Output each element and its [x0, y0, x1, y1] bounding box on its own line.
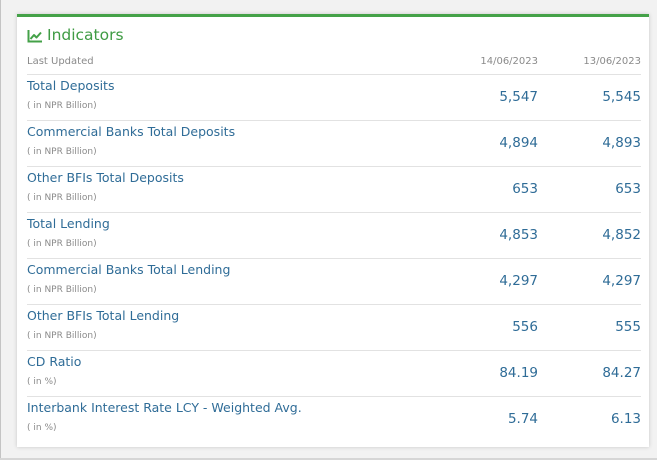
value-date-2: 555 [615, 319, 641, 335]
indicators-card: Indicators Last Updated 14/06/2023 13/06… [17, 14, 649, 447]
value-date-1: 556 [512, 319, 538, 335]
indicator-unit: ( in NPR Billion) [27, 193, 97, 203]
indicator-unit: ( in %) [27, 423, 57, 433]
value-date-1: 653 [512, 181, 538, 197]
table-row: Interbank Interest Rate LCY - Weighted A… [27, 397, 641, 442]
indicator-link[interactable]: Other BFIs Total Lending [27, 308, 180, 323]
indicator-link[interactable]: Commercial Banks Total Lending [27, 262, 231, 277]
indicator-link[interactable]: Commercial Banks Total Deposits [27, 124, 236, 139]
table-row: Total Lending ( in NPR Billion) 4,853 4,… [27, 213, 641, 259]
value-date-2: 653 [615, 181, 641, 197]
table-row: Total Deposits ( in NPR Billion) 5,547 5… [27, 75, 641, 121]
indicator-unit: ( in NPR Billion) [27, 285, 97, 295]
indicator-unit: ( in NPR Billion) [27, 147, 97, 157]
value-date-2: 4,852 [602, 227, 641, 243]
value-date-1: 5,547 [499, 89, 538, 105]
table-row: CD Ratio ( in %) 84.19 84.27 [27, 351, 641, 397]
window-left-edge [0, 0, 1, 460]
date-column-1: 14/06/2023 [480, 56, 538, 67]
indicator-link[interactable]: Other BFIs Total Deposits [27, 170, 184, 185]
indicator-unit: ( in NPR Billion) [27, 101, 97, 111]
indicator-unit: ( in %) [27, 377, 57, 387]
value-date-1: 4,297 [499, 273, 538, 289]
value-date-2: 84.27 [602, 365, 641, 381]
date-column-2: 13/06/2023 [583, 56, 641, 67]
table-row: Commercial Banks Total Lending ( in NPR … [27, 259, 641, 305]
table-header: Last Updated 14/06/2023 13/06/2023 [27, 52, 641, 75]
last-updated-label: Last Updated [27, 56, 94, 67]
indicator-link[interactable]: Total Deposits [27, 78, 115, 93]
line-chart-icon [27, 28, 43, 43]
indicator-unit: ( in NPR Billion) [27, 331, 97, 341]
indicator-unit: ( in NPR Billion) [27, 239, 97, 249]
window-bottom-edge [0, 458, 657, 460]
table-row: Commercial Banks Total Deposits ( in NPR… [27, 121, 641, 167]
value-date-2: 4,893 [602, 135, 641, 151]
value-date-2: 4,297 [602, 273, 641, 289]
value-date-1: 4,894 [499, 135, 538, 151]
indicator-link[interactable]: Interbank Interest Rate LCY - Weighted A… [27, 400, 302, 415]
value-date-1: 5.74 [507, 411, 538, 427]
indicator-rows: Total Deposits ( in NPR Billion) 5,547 5… [27, 75, 641, 442]
card-header: Indicators [27, 23, 124, 47]
value-date-1: 84.19 [499, 365, 538, 381]
table-row: Other BFIs Total Lending ( in NPR Billio… [27, 305, 641, 351]
card-title: Indicators [47, 26, 124, 44]
table-row: Other BFIs Total Deposits ( in NPR Billi… [27, 167, 641, 213]
indicator-link[interactable]: CD Ratio [27, 354, 82, 369]
value-date-2: 5,545 [602, 89, 641, 105]
value-date-2: 6.13 [610, 411, 641, 427]
indicator-link[interactable]: Total Lending [27, 216, 110, 231]
value-date-1: 4,853 [499, 227, 538, 243]
